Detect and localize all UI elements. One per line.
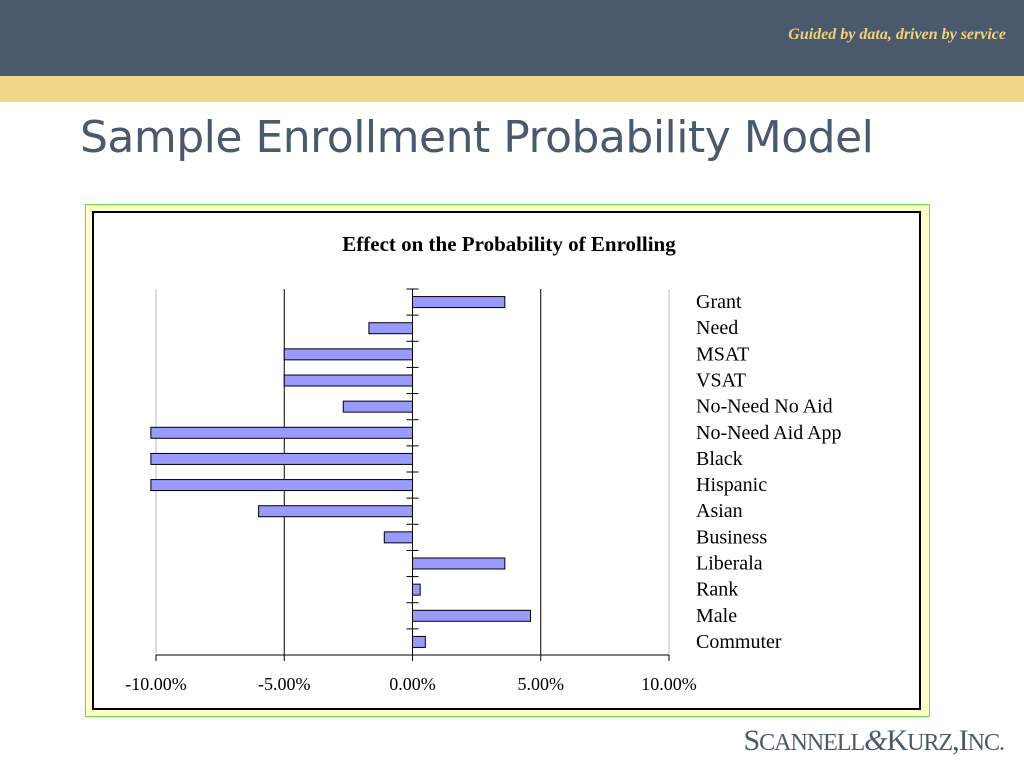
- logo-cannell: CANNELL: [759, 730, 865, 756]
- category-label: Hispanic: [696, 474, 767, 496]
- category-label: Rank: [696, 579, 738, 601]
- category-label: Business: [696, 526, 767, 548]
- x-tick-label: 10.00%: [641, 674, 697, 694]
- logo-amp: &: [864, 724, 887, 757]
- category-label: MSAT: [696, 343, 749, 365]
- header-band: Guided by data, driven by service: [0, 0, 1024, 76]
- chart-svg: Effect on the Probability of Enrolling -…: [125, 232, 842, 694]
- chart-area: Effect on the Probability of Enrolling -…: [92, 211, 921, 710]
- category-label: Commuter: [696, 631, 782, 653]
- logo-i: I: [958, 724, 969, 757]
- bar: [383, 531, 414, 544]
- category-label: No-Need No Aid: [696, 396, 833, 418]
- bar: [283, 374, 413, 387]
- slide-title: Sample Enrollment Probability Model: [80, 112, 874, 163]
- bar: [283, 348, 413, 361]
- category-label: No-Need Aid App: [696, 422, 842, 444]
- category-label: Male: [696, 605, 737, 627]
- bar: [368, 322, 413, 335]
- category-label: Black: [696, 448, 743, 470]
- x-tick-label: 0.00%: [389, 674, 436, 694]
- company-logo: SCANNELL&KURZ,INC.: [743, 724, 1005, 758]
- tagline: Guided by data, driven by service: [788, 26, 1006, 43]
- x-tick-label: -5.00%: [258, 674, 311, 694]
- category-label: Grant: [696, 291, 742, 313]
- logo-nc: NC.: [967, 730, 1005, 756]
- category-label: VSAT: [696, 370, 746, 392]
- x-tick-label: 5.00%: [518, 674, 565, 694]
- bar: [150, 452, 414, 465]
- x-tick-label: -10.00%: [125, 674, 187, 694]
- bar: [412, 583, 421, 596]
- logo-s: S: [743, 724, 760, 757]
- accent-band: [0, 76, 1024, 102]
- logo-k: K: [886, 724, 908, 757]
- bar: [412, 557, 506, 570]
- chart-title: Effect on the Probability of Enrolling: [342, 232, 676, 256]
- bar: [150, 426, 414, 439]
- bar: [150, 479, 414, 492]
- bar: [412, 609, 531, 622]
- category-label: Need: [696, 317, 738, 339]
- bar: [342, 400, 413, 413]
- category-label: Asian: [696, 500, 743, 522]
- chart-frame: Effect on the Probability of Enrolling -…: [85, 204, 930, 717]
- logo-urz: URZ: [907, 730, 953, 756]
- category-label: Liberala: [696, 553, 763, 575]
- logo-comma: ,: [952, 724, 959, 757]
- bar: [258, 505, 413, 518]
- bar: [412, 635, 426, 648]
- bar: [412, 296, 506, 309]
